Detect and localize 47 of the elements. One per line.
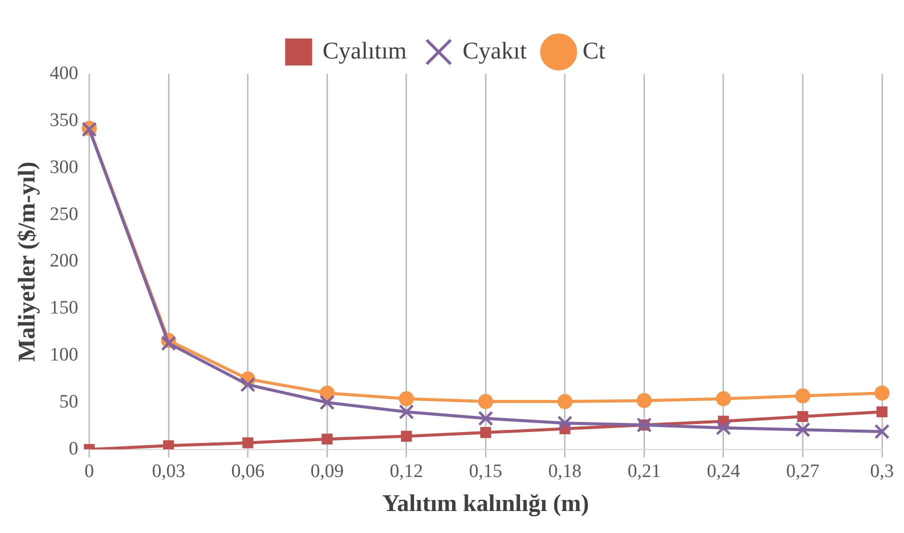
point xyxy=(557,394,572,410)
point xyxy=(400,430,412,442)
y-tick-label: 0 xyxy=(68,438,78,460)
point xyxy=(795,422,810,438)
point xyxy=(478,394,494,410)
point xyxy=(557,416,573,431)
x-tick-label: 0,12 xyxy=(390,460,424,482)
point xyxy=(242,437,254,448)
point xyxy=(795,388,810,404)
point xyxy=(398,404,414,420)
y-tick-label: 300 xyxy=(50,156,78,178)
point xyxy=(874,386,890,401)
x-tick-label: 0,21 xyxy=(628,460,661,482)
point xyxy=(716,391,731,406)
point xyxy=(480,427,492,438)
x-tick-label: 0,15 xyxy=(469,460,502,482)
x-tick-label: 0,18 xyxy=(548,460,582,482)
y-tick-label: 200 xyxy=(50,250,78,272)
y-tick-label: 50 xyxy=(59,391,78,412)
point xyxy=(636,393,652,408)
y-tick-label: 250 xyxy=(50,204,78,225)
point xyxy=(319,394,335,410)
x-tick-label: 0,06 xyxy=(231,460,264,482)
point xyxy=(876,406,888,418)
point xyxy=(874,424,890,440)
y-axis-title: Maliyetler ($/m-yıl) xyxy=(14,162,41,362)
legend-label: Cyalıtım xyxy=(322,38,407,64)
y-tick-label: 100 xyxy=(50,344,78,366)
legend-label: Cyakıt xyxy=(462,38,527,64)
y-tick-label: 150 xyxy=(50,298,78,319)
x-tick-label: 0,03 xyxy=(152,460,186,482)
point xyxy=(240,377,256,392)
x-tick-label: 0,09 xyxy=(310,460,344,482)
x-tick-label: 0,24 xyxy=(706,460,741,482)
y-tick-label: 350 xyxy=(50,110,78,131)
y-tick-label: 400 xyxy=(50,62,78,84)
point xyxy=(716,420,732,436)
point xyxy=(322,434,333,445)
x-tick-label: 0,27 xyxy=(786,460,820,482)
point xyxy=(478,410,494,426)
point xyxy=(398,391,414,406)
legend-label: Ct xyxy=(582,38,606,64)
x-tick-label: 0 xyxy=(84,460,94,482)
point xyxy=(163,440,174,450)
point xyxy=(797,411,808,422)
x-tick-label: 0,3 xyxy=(870,460,894,482)
x-axis-title: Yalıtım kalınlığı (m) xyxy=(382,490,589,517)
